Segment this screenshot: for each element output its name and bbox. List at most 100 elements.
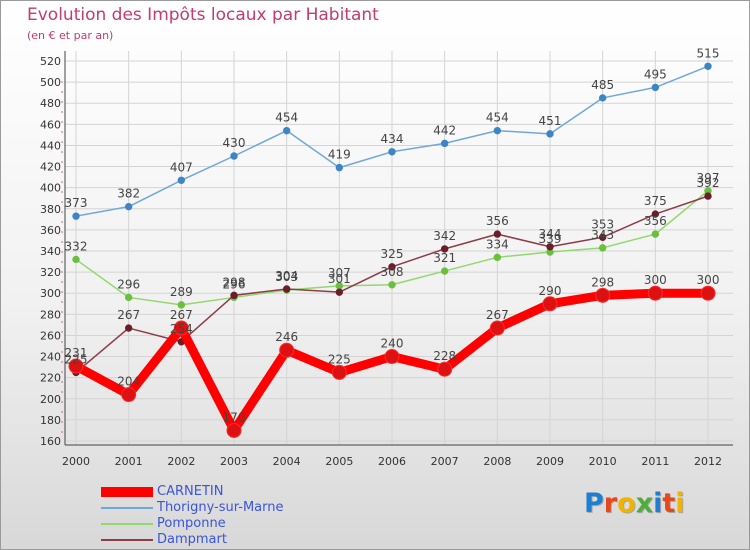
data-point bbox=[124, 202, 133, 211]
y-tick-label: 280 bbox=[40, 308, 61, 321]
legend-swatch bbox=[101, 487, 153, 497]
data-label: 304 bbox=[275, 269, 298, 283]
data-point bbox=[598, 244, 607, 252]
data-label: 339 bbox=[539, 232, 562, 246]
data-label: 228 bbox=[433, 349, 456, 363]
y-tick-label: 160 bbox=[40, 435, 61, 448]
y-tick-label: 380 bbox=[40, 203, 61, 216]
data-point bbox=[493, 253, 502, 262]
data-label: 373 bbox=[65, 196, 88, 210]
data-label: 342 bbox=[433, 229, 456, 243]
data-point bbox=[124, 293, 133, 302]
data-label: 515 bbox=[697, 46, 720, 60]
legend-swatch bbox=[101, 507, 153, 509]
y-tick-label: 460 bbox=[40, 118, 61, 131]
data-label: 407 bbox=[170, 160, 193, 174]
x-tick-label: 2012 bbox=[694, 455, 722, 468]
chart-title: Evolution des Impôts locaux par Habitant bbox=[27, 5, 379, 25]
y-tick-label: 240 bbox=[40, 351, 61, 364]
x-tick-label: 2008 bbox=[483, 455, 511, 468]
data-label: 225 bbox=[65, 352, 88, 366]
y-tick-label: 260 bbox=[40, 329, 61, 342]
data-point bbox=[226, 422, 242, 438]
data-point bbox=[704, 62, 712, 70]
data-point bbox=[647, 285, 663, 301]
x-tick-label: 2002 bbox=[167, 455, 195, 468]
data-point bbox=[72, 212, 80, 220]
x-tick-label: 2010 bbox=[589, 455, 617, 468]
data-label: 267 bbox=[486, 308, 509, 322]
data-label: 240 bbox=[381, 337, 404, 351]
y-tick-label: 300 bbox=[40, 287, 61, 300]
logo-letter: i bbox=[653, 488, 663, 519]
y-tick-label: 320 bbox=[40, 266, 61, 279]
logo-letter: o bbox=[617, 488, 636, 519]
legend-swatch bbox=[101, 523, 153, 525]
data-label: 451 bbox=[539, 114, 562, 128]
data-point bbox=[177, 301, 186, 309]
data-point bbox=[124, 324, 133, 332]
legend-label: Thorigny-sur-Marne bbox=[157, 500, 284, 515]
data-point bbox=[388, 281, 396, 289]
logo-letter: i bbox=[675, 488, 685, 519]
data-point bbox=[489, 320, 505, 336]
data-point bbox=[598, 233, 607, 241]
x-tick-label: 2005 bbox=[325, 455, 353, 468]
data-label: 495 bbox=[644, 67, 667, 81]
y-tick-label: 440 bbox=[40, 139, 61, 152]
data-label: 267 bbox=[170, 308, 193, 322]
data-point bbox=[384, 349, 400, 365]
data-point bbox=[598, 94, 607, 102]
y-tick-label: 420 bbox=[40, 161, 61, 174]
y-tick-label: 200 bbox=[40, 393, 61, 406]
data-point bbox=[282, 126, 291, 135]
x-tick-label: 2009 bbox=[536, 455, 564, 468]
data-point bbox=[546, 243, 554, 251]
data-point bbox=[704, 192, 712, 200]
y-tick-label: 480 bbox=[40, 97, 61, 110]
data-point bbox=[230, 291, 238, 300]
data-point bbox=[331, 364, 347, 380]
y-tick-label: 180 bbox=[40, 414, 61, 427]
data-point bbox=[700, 285, 716, 301]
data-label: 204 bbox=[117, 375, 140, 389]
data-label: 382 bbox=[117, 187, 140, 201]
data-point bbox=[335, 163, 344, 172]
data-point bbox=[230, 152, 238, 160]
data-point bbox=[388, 148, 396, 156]
data-label: 485 bbox=[591, 78, 614, 92]
data-label: 170 bbox=[223, 410, 246, 424]
x-tick-label: 2003 bbox=[220, 455, 248, 468]
legend-label: Pomponne bbox=[157, 516, 226, 531]
y-tick-label: 520 bbox=[40, 55, 61, 68]
data-label: 332 bbox=[65, 239, 88, 253]
data-label: 298 bbox=[591, 275, 614, 289]
data-label: 356 bbox=[486, 214, 509, 228]
data-point bbox=[121, 387, 137, 403]
data-label: 375 bbox=[644, 194, 667, 208]
data-label: 419 bbox=[328, 148, 351, 162]
data-label: 343 bbox=[591, 228, 614, 242]
proxiti-logo: Proxiti bbox=[584, 488, 685, 519]
data-point bbox=[651, 210, 660, 218]
data-label: 321 bbox=[433, 251, 456, 265]
x-tick-label: 2011 bbox=[641, 455, 669, 468]
logo-letter: x bbox=[635, 488, 654, 519]
legend-label: CARNETIN bbox=[157, 484, 224, 499]
data-label: 300 bbox=[697, 273, 720, 287]
data-point bbox=[493, 126, 502, 135]
data-label: 353 bbox=[591, 217, 614, 231]
data-label: 454 bbox=[486, 111, 509, 125]
data-point bbox=[542, 296, 558, 312]
x-tick-label: 2006 bbox=[378, 455, 406, 468]
data-point bbox=[68, 358, 84, 374]
data-label: 434 bbox=[381, 132, 404, 146]
data-label: 289 bbox=[170, 285, 193, 299]
data-label: 298 bbox=[223, 275, 246, 289]
data-point bbox=[72, 255, 80, 264]
data-label: 325 bbox=[381, 247, 404, 261]
logo-letter: t bbox=[662, 488, 676, 519]
data-point bbox=[493, 230, 502, 238]
